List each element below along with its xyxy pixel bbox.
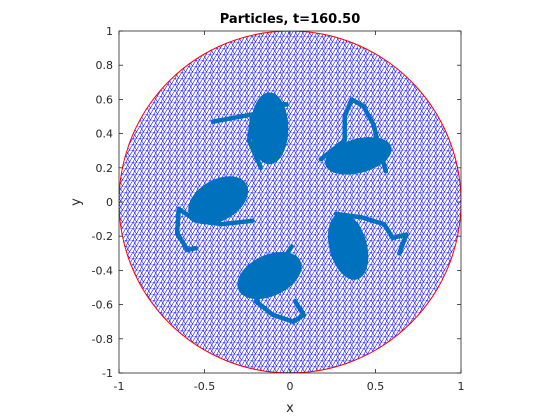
cluster-left xyxy=(174,176,255,253)
y-axis-ticks: 1 0.8 0.6 0.4 0.2 0 -0.2 -0.4 -0.6 -0.8 -1 xyxy=(92,25,461,380)
domain-layer xyxy=(119,31,461,373)
y-tick-label: 0.8 xyxy=(96,59,114,72)
y-axis-label: y xyxy=(69,198,84,206)
particle-body xyxy=(325,137,392,175)
x-axis-label: x xyxy=(286,401,294,416)
particle-body xyxy=(188,176,249,225)
cluster-top xyxy=(210,92,289,171)
cluster-right xyxy=(318,97,392,175)
y-tick-label: 0.4 xyxy=(96,128,114,141)
x-tick-label: 0 xyxy=(287,380,294,393)
y-tick-label: -1 xyxy=(102,367,113,380)
cluster-bottom xyxy=(237,244,306,324)
x-tick-label: 1 xyxy=(458,380,465,393)
particle-trail xyxy=(333,211,409,256)
cluster-bottom-right xyxy=(327,211,409,280)
x-axis-ticks: -1 -0.5 0 0.5 1 xyxy=(114,31,465,393)
particle-body xyxy=(250,92,289,165)
y-tick-label: 1 xyxy=(106,25,113,38)
particle-trail xyxy=(174,206,255,253)
particle-trail xyxy=(210,100,289,171)
x-tick-label: 0.5 xyxy=(367,380,385,393)
x-tick-label: -0.5 xyxy=(194,380,215,393)
mesh xyxy=(119,31,461,373)
y-tick-label: -0.8 xyxy=(92,333,113,346)
particle-body xyxy=(237,251,302,300)
y-tick-label: -0.4 xyxy=(92,264,113,277)
y-tick-label: 0.6 xyxy=(96,93,114,106)
chart-title: Particles, t=160.50 xyxy=(220,12,361,27)
y-tick-label: -0.6 xyxy=(92,299,113,312)
particle-body xyxy=(327,213,369,280)
particle-layer xyxy=(174,92,409,324)
y-tick-label: 0 xyxy=(106,196,113,209)
x-tick-label: -1 xyxy=(114,380,125,393)
y-tick-label: 0.2 xyxy=(96,162,114,175)
y-tick-label: -0.2 xyxy=(92,230,113,243)
